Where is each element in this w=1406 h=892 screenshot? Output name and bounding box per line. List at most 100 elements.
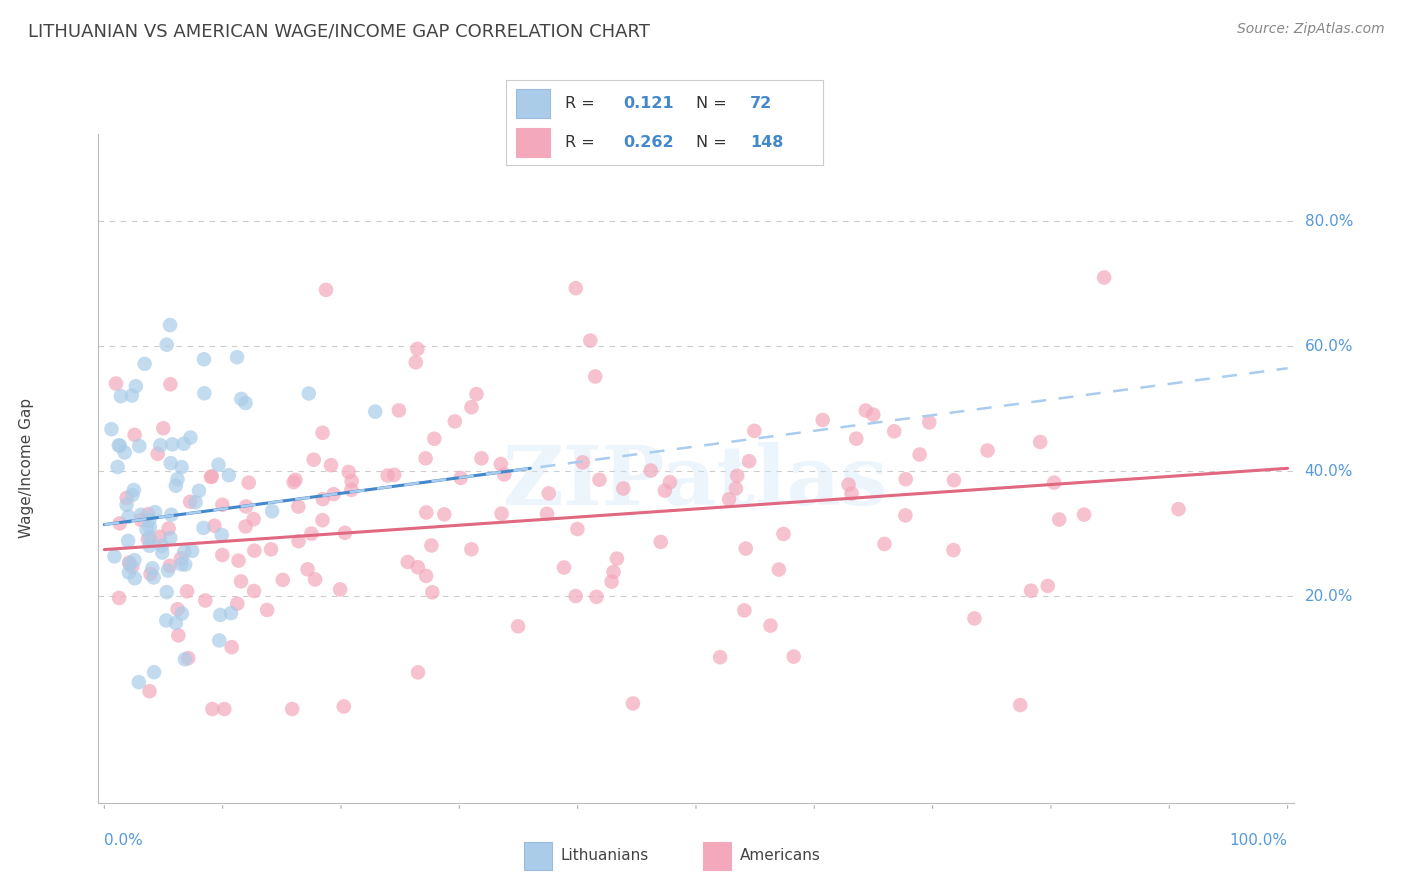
Point (167, 628, 190, 642)
Point (256, 603, 278, 617)
Point (188, 483, 211, 498)
Point (100, 422, 122, 436)
Point (124, 553, 146, 567)
Point (963, 611, 986, 625)
Point (114, 445, 136, 459)
Point (862, 408, 884, 422)
Point (194, 593, 217, 607)
Point (115, 498, 138, 512)
Point (415, 569, 437, 583)
Point (235, 396, 257, 410)
Point (340, 483, 363, 497)
Point (181, 544, 204, 558)
Point (315, 283, 337, 297)
Point (193, 521, 215, 535)
Point (139, 566, 162, 581)
Point (177, 651, 200, 665)
Point (134, 357, 156, 371)
Point (1167, 502, 1189, 516)
Point (725, 468, 748, 483)
Point (243, 543, 266, 558)
Point (125, 379, 148, 393)
Point (117, 509, 139, 524)
Point (297, 562, 319, 576)
Point (759, 618, 782, 632)
Point (942, 473, 965, 487)
Point (1043, 475, 1066, 490)
Point (110, 389, 132, 403)
Point (115, 491, 138, 505)
Point (118, 557, 141, 571)
Point (179, 431, 201, 445)
Point (173, 436, 195, 450)
Text: 40.0%: 40.0% (1305, 464, 1353, 479)
Point (121, 488, 143, 502)
Point (942, 543, 965, 558)
Point (811, 413, 834, 427)
Point (107, 460, 129, 475)
Point (262, 504, 284, 518)
Point (298, 386, 321, 401)
Point (894, 508, 917, 523)
Point (260, 542, 283, 557)
Point (333, 525, 356, 540)
Point (460, 542, 482, 557)
Point (894, 472, 917, 486)
Point (184, 495, 207, 509)
Point (537, 486, 560, 500)
Point (143, 505, 166, 519)
Point (238, 475, 260, 490)
Point (1047, 512, 1070, 526)
Point (1029, 434, 1052, 449)
Bar (703, 842, 731, 870)
Point (165, 479, 187, 493)
Point (159, 377, 181, 392)
Point (340, 474, 363, 488)
Point (420, 539, 443, 553)
Point (284, 473, 307, 487)
Point (311, 513, 333, 527)
Point (174, 652, 197, 666)
Point (226, 350, 249, 364)
Point (564, 589, 586, 603)
Point (855, 403, 877, 417)
Point (612, 482, 634, 496)
Point (122, 483, 145, 497)
Point (201, 702, 224, 716)
Point (146, 447, 169, 461)
Text: 100.0%: 100.0% (1230, 833, 1288, 848)
Point (231, 392, 253, 406)
Point (406, 665, 429, 680)
Point (150, 546, 173, 560)
Point (465, 387, 488, 401)
Point (211, 528, 233, 542)
Point (160, 508, 183, 522)
Point (156, 564, 179, 578)
Point (583, 369, 606, 384)
Point (738, 454, 761, 468)
Point (135, 523, 157, 537)
Point (600, 574, 623, 589)
Point (388, 403, 411, 417)
Point (772, 527, 794, 541)
Point (405, 355, 427, 369)
Point (494, 467, 516, 482)
Point (976, 443, 998, 458)
Point (150, 539, 173, 553)
Point (174, 558, 197, 572)
Point (311, 425, 333, 440)
Point (221, 640, 243, 655)
Point (128, 439, 150, 453)
Point (214, 702, 236, 716)
Text: 0.121: 0.121 (623, 95, 673, 111)
Point (640, 463, 662, 477)
Point (108, 439, 131, 453)
Text: Source: ZipAtlas.com: Source: ZipAtlas.com (1237, 22, 1385, 37)
Text: Americans: Americans (740, 848, 821, 863)
Point (733, 603, 755, 617)
Point (155, 614, 177, 628)
Point (337, 465, 360, 479)
Point (838, 477, 860, 491)
Point (606, 551, 628, 566)
Text: R =: R = (565, 135, 595, 150)
